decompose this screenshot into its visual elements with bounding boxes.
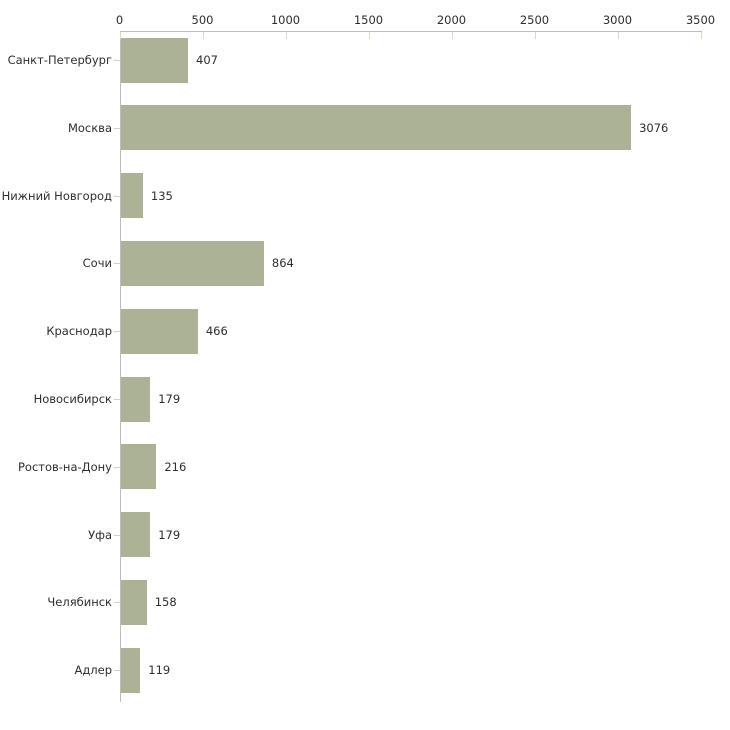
x-axis-tick-mark bbox=[700, 32, 702, 39]
value-label: 216 bbox=[164, 459, 187, 474]
x-axis-line bbox=[119, 31, 702, 32]
x-axis-tick-label: 2000 bbox=[436, 13, 467, 27]
y-axis-line bbox=[119, 31, 121, 702]
category-label: Сочи bbox=[82, 256, 112, 271]
x-axis-tick-mark bbox=[285, 32, 287, 39]
category-tick-mark bbox=[113, 670, 120, 672]
value-label: 179 bbox=[158, 392, 181, 406]
category-label: Челябинск bbox=[47, 595, 112, 610]
value-label: 407 bbox=[196, 53, 218, 67]
x-axis-tick-label: 3000 bbox=[602, 13, 633, 27]
category-tick-mark bbox=[113, 399, 120, 400]
category-tick-mark bbox=[113, 331, 120, 333]
category-tick-mark bbox=[113, 534, 120, 536]
x-axis-tick-mark bbox=[534, 32, 536, 39]
category-tick-mark bbox=[113, 602, 120, 604]
value-label: 158 bbox=[154, 595, 177, 610]
bar bbox=[120, 579, 147, 625]
value-label: 119 bbox=[148, 663, 171, 678]
category-label: Москва bbox=[67, 120, 112, 135]
category-tick-mark bbox=[113, 263, 120, 265]
category-label: Краснодар bbox=[46, 324, 112, 339]
category-label: Нижний Новгород bbox=[1, 188, 112, 203]
bar bbox=[120, 37, 189, 83]
bar bbox=[120, 512, 151, 558]
value-label: 466 bbox=[205, 324, 228, 339]
category-tick-mark bbox=[113, 195, 120, 197]
category-label: Адлер bbox=[74, 663, 112, 678]
x-axis-tick-mark bbox=[119, 32, 121, 39]
x-axis-tick-mark bbox=[451, 32, 453, 39]
value-label: 3076 bbox=[639, 120, 669, 135]
x-axis-tick-label: 0 bbox=[115, 13, 124, 27]
bar bbox=[120, 444, 157, 490]
bar bbox=[120, 240, 264, 286]
x-axis-tick-mark bbox=[617, 32, 619, 39]
category-tick-mark bbox=[113, 60, 120, 61]
category-tick-mark bbox=[113, 466, 120, 468]
category-label: Ростов-на-Дону bbox=[17, 459, 112, 474]
bar bbox=[120, 173, 143, 219]
value-label: 135 bbox=[150, 188, 173, 203]
category-tick-mark bbox=[113, 127, 120, 129]
x-axis-tick-label: 2500 bbox=[519, 13, 550, 27]
value-label: 864 bbox=[271, 256, 294, 271]
category-label: Санкт-Петербург bbox=[7, 53, 112, 67]
x-axis-tick-label: 1500 bbox=[353, 13, 384, 27]
bar bbox=[120, 647, 141, 693]
category-label: Новосибирск bbox=[33, 392, 112, 406]
value-label: 179 bbox=[158, 527, 181, 542]
bar bbox=[120, 105, 632, 151]
bar bbox=[120, 308, 198, 354]
x-axis-tick-label: 1000 bbox=[270, 13, 301, 27]
category-label: Уфа bbox=[88, 527, 112, 542]
x-axis-tick-label: 500 bbox=[191, 13, 214, 27]
x-axis-tick-mark bbox=[368, 32, 370, 39]
x-axis-tick-label: 3500 bbox=[685, 13, 716, 27]
bar bbox=[120, 376, 151, 422]
x-axis-tick-mark bbox=[202, 32, 204, 39]
